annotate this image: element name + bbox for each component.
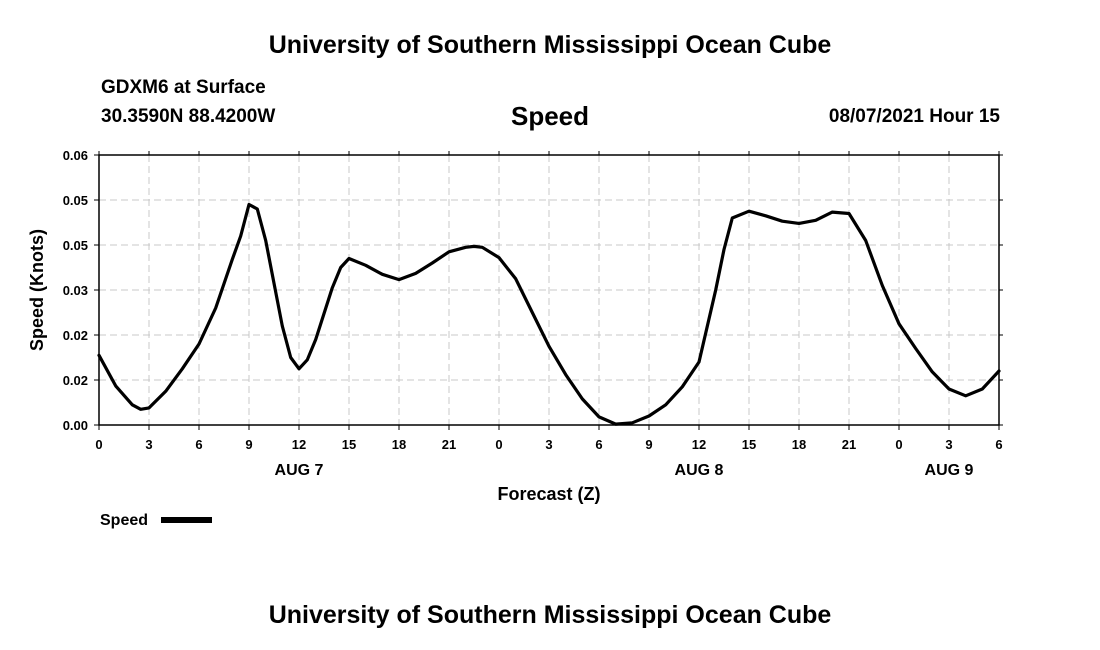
y-tick-label: 0.03 [63,283,88,298]
legend-swatch [161,517,212,523]
x-tick-label: 6 [995,437,1002,452]
x-tick-label: 3 [945,437,952,452]
x-axis-label: Forecast (Z) [497,484,600,504]
y-tick-label: 0.02 [63,373,88,388]
x-tick-label: 9 [645,437,652,452]
x-tick-label: 3 [545,437,552,452]
x-tick-label: 3 [145,437,152,452]
legend-label: Speed [100,512,148,529]
x-axis-ticks: 0 3 6 9 12 15 18 21 0 3 6 9 12 15 18 21 0 3 6 [95,151,1003,452]
day-label: AUG 9 [925,462,974,479]
x-tick-label: 15 [742,437,756,452]
x-tick-label: 0 [495,437,502,452]
date-label: 08/07/2021 Hour 15 [828,106,1000,127]
x-tick-label: 15 [342,437,356,452]
x-tick-label: 6 [595,437,602,452]
x-axis-day-labels: AUG 7 AUG 8 AUG 9 [275,462,974,479]
y-tick-label: 0.05 [63,193,88,208]
x-tick-label: 12 [692,437,706,452]
y-tick-label: 0.02 [63,328,88,343]
x-tick-label: 18 [792,437,806,452]
header-title: University of Southern Mississippi Ocean… [268,31,832,59]
station-label: GDXM6 at Surface [101,77,266,98]
x-tick-label: 12 [292,437,306,452]
footer-title: University of Southern Mississippi Ocean… [268,601,832,629]
chart-title: Speed [510,101,590,131]
y-tick-label: 0.06 [63,148,88,163]
day-label: AUG 7 [275,462,324,479]
chart-grid [99,155,999,425]
series-layer [97,202,1001,426]
x-tick-label: 0 [95,437,102,452]
x-tick-label: 21 [442,437,456,452]
y-axis-label: Speed (Knots) [27,229,47,351]
x-tick-label: 18 [392,437,406,452]
series-line-speed [97,202,1001,426]
x-tick-label: 21 [842,437,856,452]
x-tick-label: 6 [195,437,202,452]
x-tick-label: 0 [895,437,902,452]
y-tick-label: 0.00 [63,418,88,433]
y-axis-ticks: 0.00 0.02 0.02 0.03 0.05 0.05 0.06 [63,148,1003,433]
day-label: AUG 8 [675,462,724,479]
coordinates-label: 30.3590N 88.4200W [101,106,276,127]
x-tick-label: 9 [245,437,252,452]
y-tick-label: 0.05 [63,238,88,253]
